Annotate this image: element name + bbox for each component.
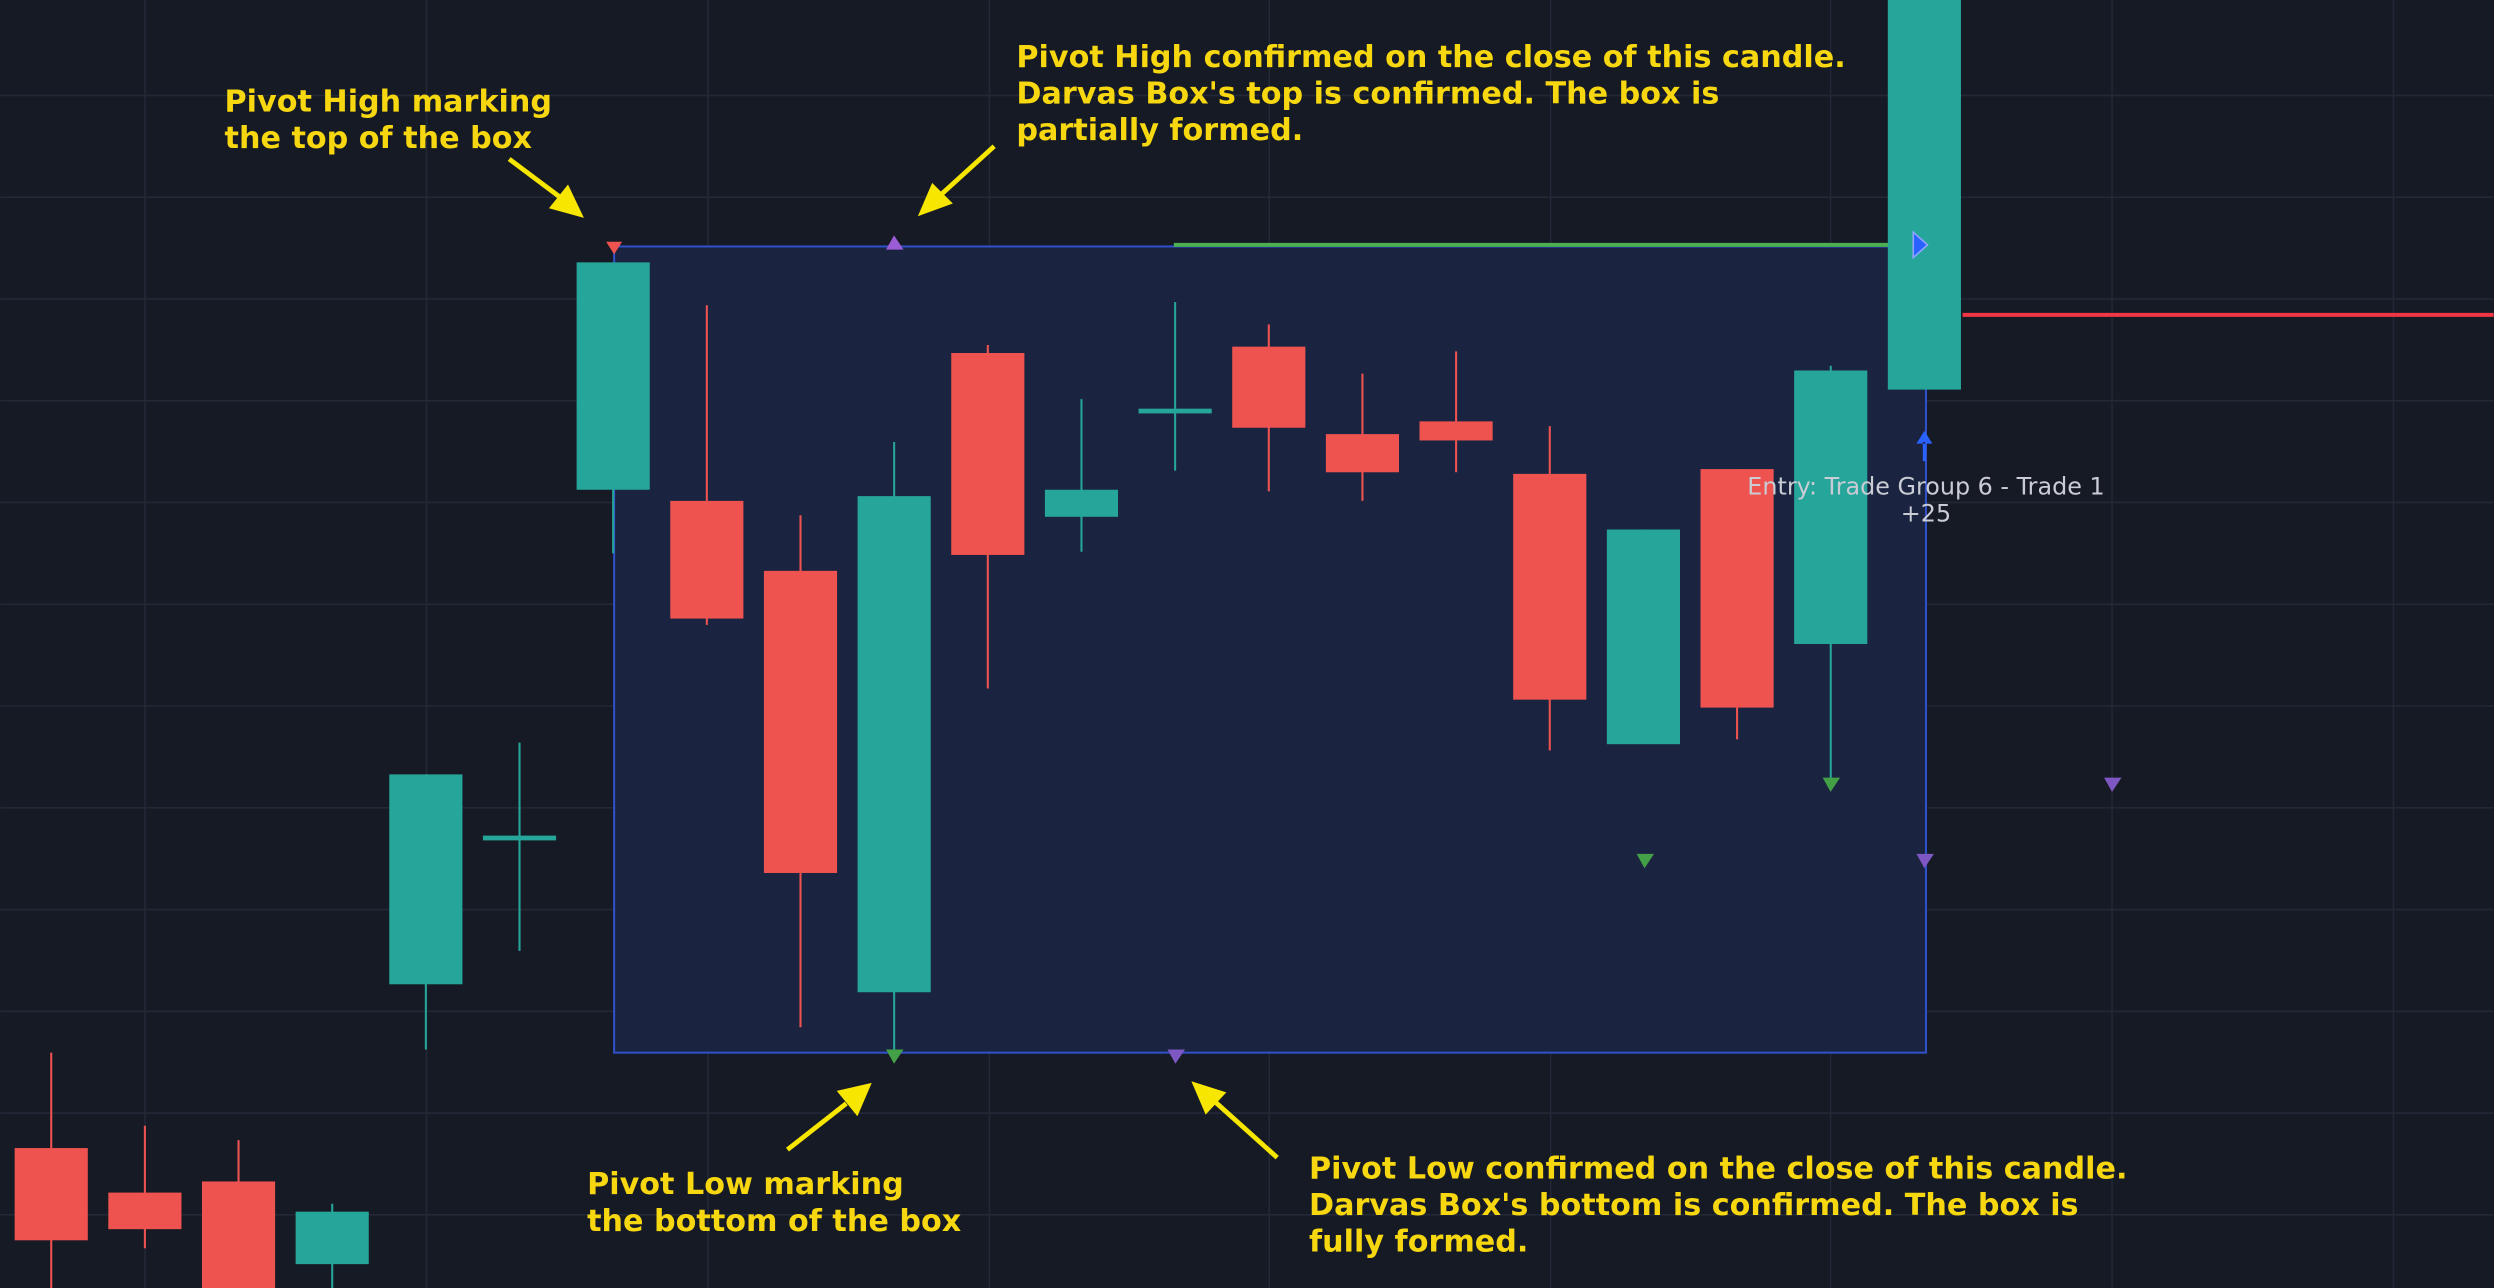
annotation-line: Pivot High confirmed on the close of thi… — [1016, 40, 1845, 75]
candle-body — [1606, 529, 1680, 745]
candle-body — [389, 774, 463, 985]
annotation-line: Pivot Low confirmed on the close of this… — [1309, 1151, 2127, 1186]
annotation-line: the bottom of the box — [587, 1204, 962, 1239]
pivot-markers — [606, 230, 2122, 1064]
annotation-line: Pivot High marking — [225, 84, 552, 119]
annotation-line: fully formed. — [1309, 1224, 1528, 1259]
candle-body — [763, 570, 838, 873]
entry-label: +25 — [1901, 500, 1951, 528]
candle-body — [1232, 346, 1306, 428]
arrows — [507, 144, 1279, 1160]
candle-body — [1513, 473, 1587, 700]
annotation-line: Darvas Box's top is confirmed. The box i… — [1016, 76, 1719, 111]
candle-body — [1794, 370, 1868, 644]
candle-body — [1887, 0, 1961, 390]
candle-body — [857, 496, 931, 993]
candle-body — [670, 500, 744, 619]
candle-body — [1700, 469, 1774, 708]
candle-body — [1419, 421, 1493, 441]
annotations: Pivot High marking the top of the box Pi… — [225, 40, 2128, 1260]
candle-body — [295, 1211, 369, 1265]
candle-body — [1044, 489, 1119, 517]
annotation-line: the top of the box — [225, 121, 533, 156]
annotation-line: partially formed. — [1016, 113, 1303, 148]
annotation-line: Pivot Low marking — [587, 1167, 904, 1202]
annotation-line: Darvas Box's bottom is confirmed. The bo… — [1309, 1188, 2079, 1223]
candle-body — [108, 1192, 182, 1230]
candle-body — [201, 1181, 276, 1288]
candles — [14, 0, 1961, 1288]
candle-body — [576, 262, 650, 490]
candle-body — [1138, 408, 1212, 414]
candle-body — [1325, 434, 1400, 473]
candle-body — [482, 835, 557, 841]
candle-body — [951, 353, 1025, 555]
entry-label: Entry: Trade Group 6 - Trade 1 — [1747, 473, 2104, 501]
candle-body — [14, 1148, 88, 1241]
